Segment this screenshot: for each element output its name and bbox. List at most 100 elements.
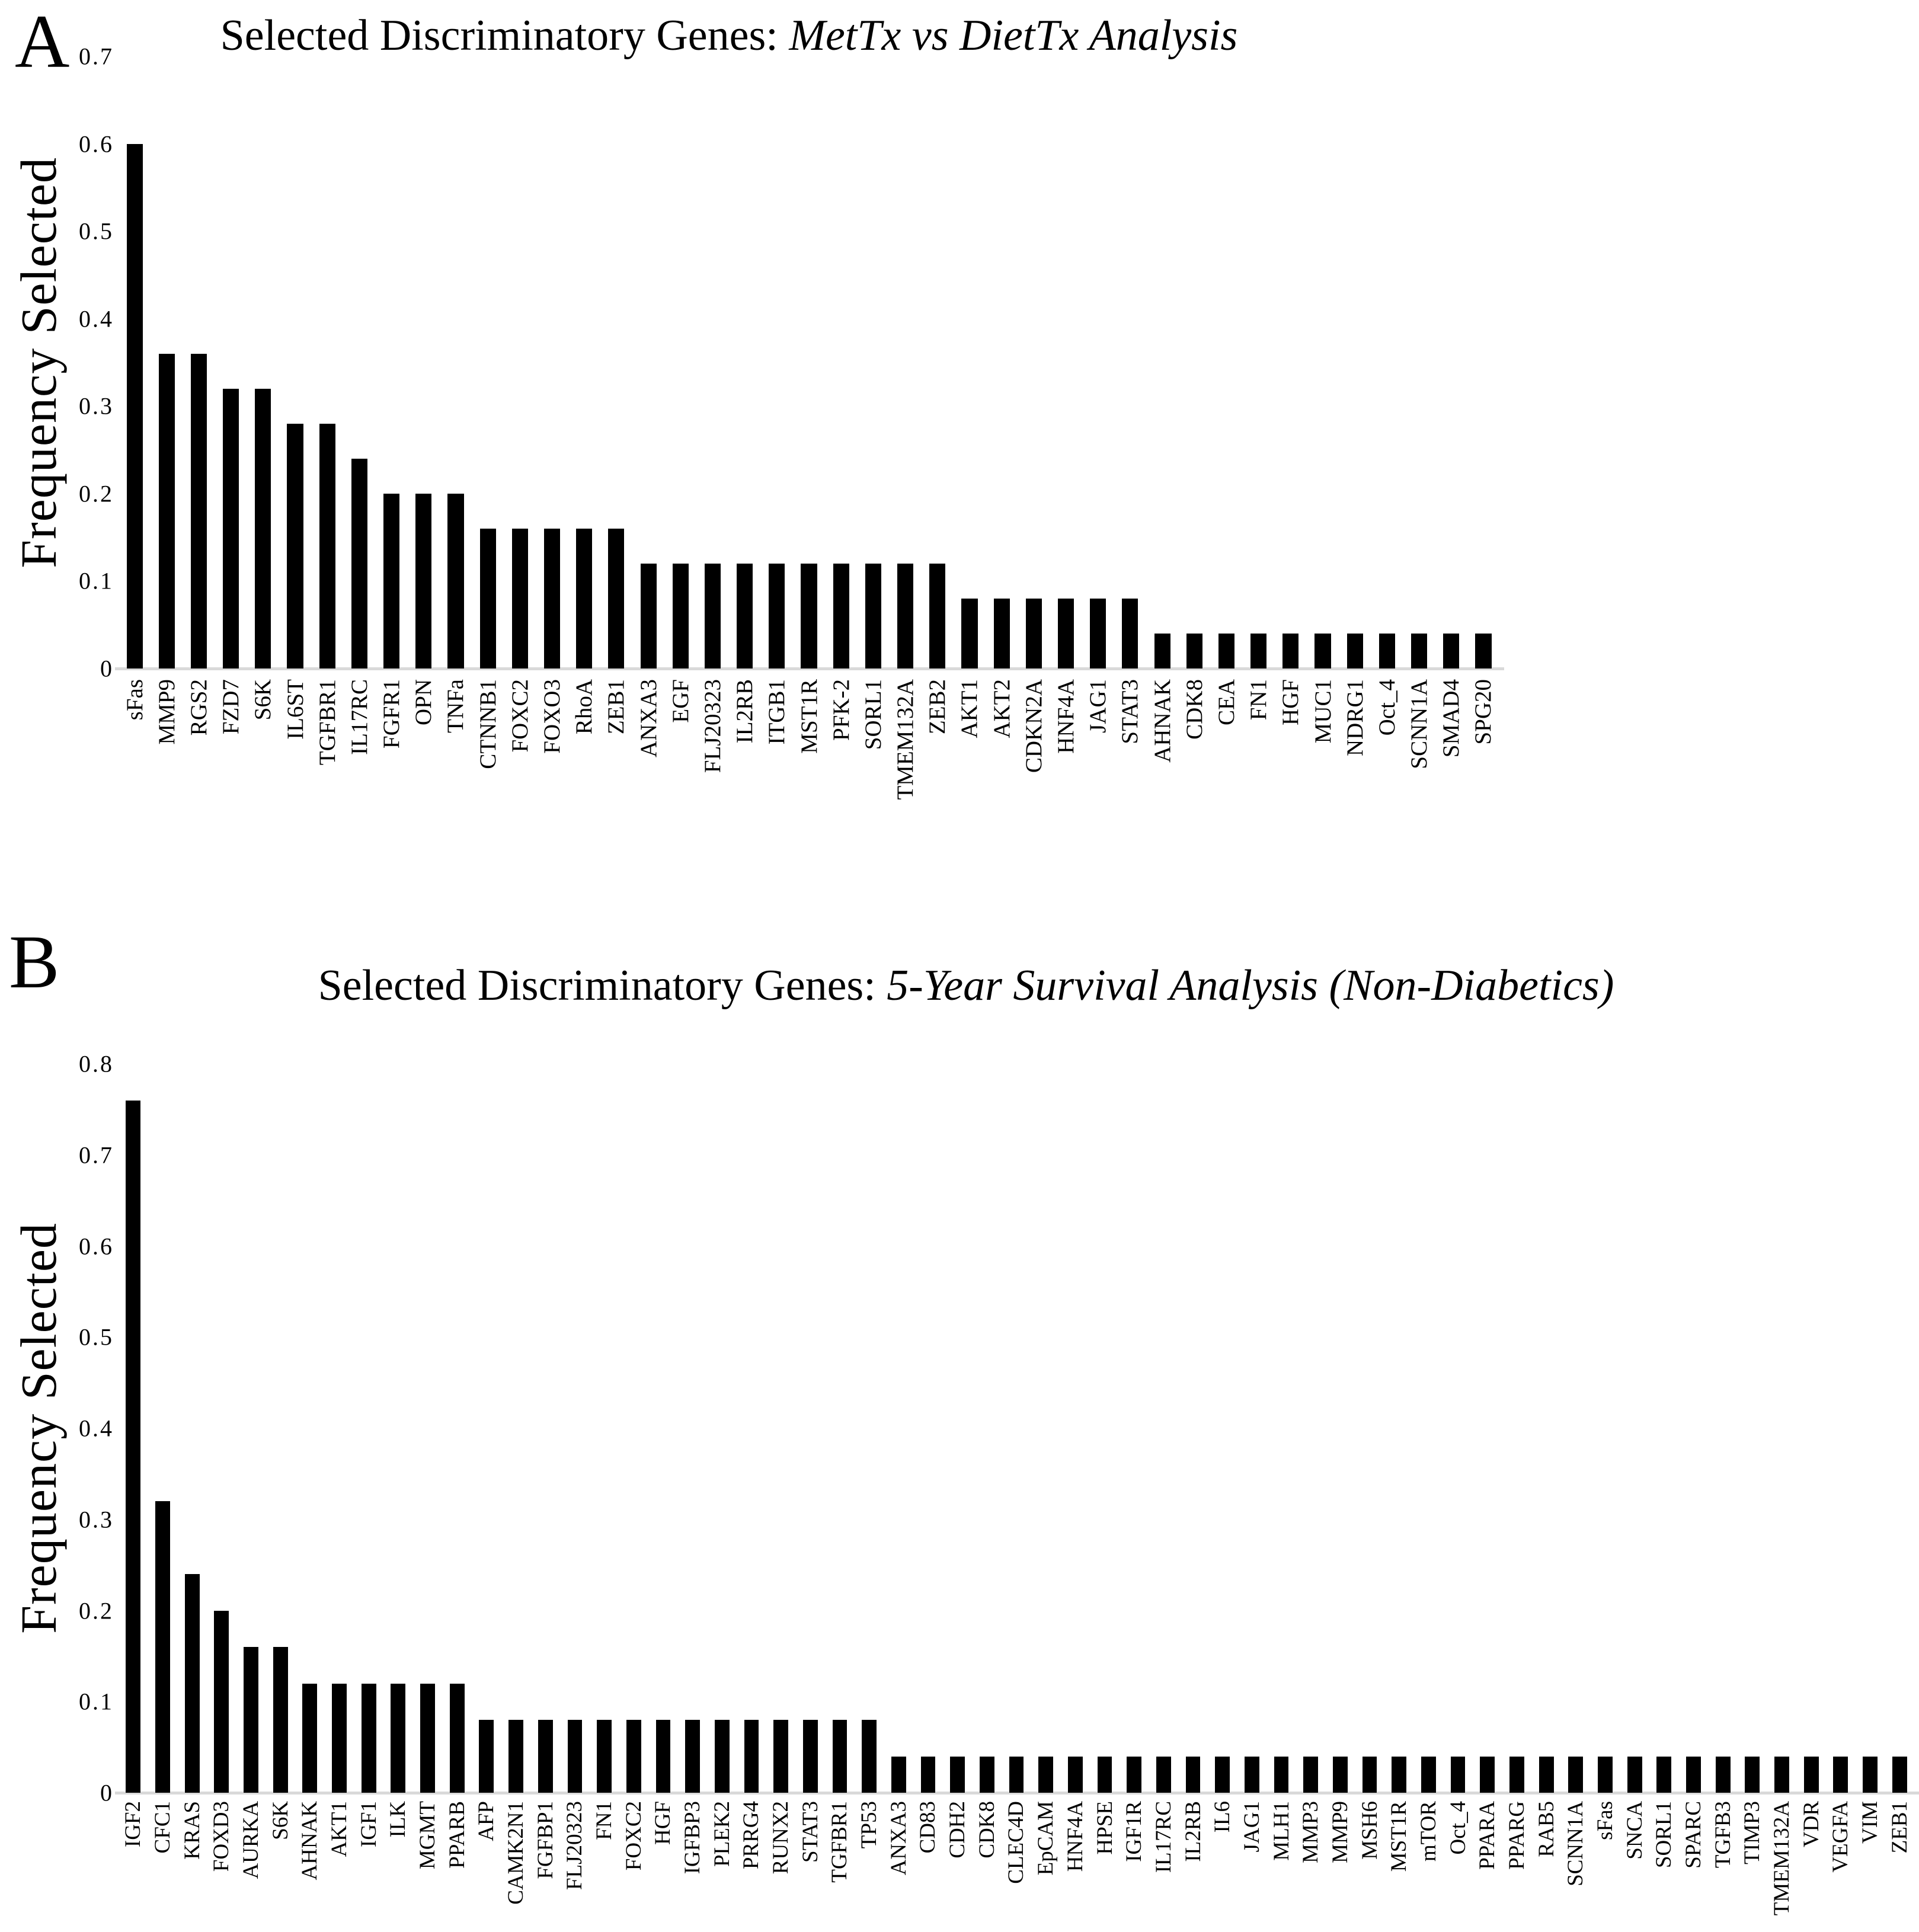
x-category-label: MMP3 [1298, 1801, 1323, 1863]
x-category-label: MST1R [1387, 1801, 1412, 1872]
bar-ANXA3 [891, 1756, 906, 1793]
panel-a-y-axis-label-box: Frequency Selected [0, 56, 77, 668]
x-category-label: AHNAK [298, 1801, 322, 1880]
panel-b-y-axis-label-box: Frequency Selected [0, 1064, 77, 1793]
bar-PPARG [1509, 1756, 1524, 1793]
x-category-label: PPARA [1475, 1801, 1500, 1870]
x-label-cell: ILK [383, 1801, 413, 1928]
bar-IGF1R [1127, 1756, 1142, 1793]
bar-TP53 [862, 1720, 877, 1793]
x-category-label: FGFBP1 [533, 1801, 558, 1879]
bar-TMEM132A [897, 563, 914, 668]
x-label-cell: PPARA [1473, 1801, 1502, 1928]
bar-slot [954, 56, 986, 668]
x-category-label: HNF4A [1053, 679, 1079, 754]
panel-a-y-axis-label: Frequency Selected [10, 156, 67, 568]
bar-slot [1339, 56, 1371, 668]
bar-IGF1 [361, 1683, 376, 1793]
x-label-cell: ANXA3 [884, 1801, 913, 1928]
x-label-cell: IGF1R [1120, 1801, 1149, 1928]
x-category-label: CTNNB1 [475, 679, 501, 769]
x-label-cell: CFC1 [148, 1801, 178, 1928]
x-label-cell: IL6 [1208, 1801, 1237, 1928]
x-category-label: AKT1 [327, 1801, 352, 1857]
x-category-label: RAB5 [1534, 1801, 1559, 1857]
x-category-label: SORL1 [1652, 1801, 1677, 1869]
bar-slot [972, 1064, 1002, 1793]
x-category-label: MST1R [796, 679, 822, 754]
bar-S6K [255, 388, 271, 668]
x-label-cell: PPARB [442, 1801, 472, 1928]
bar-FOXD3 [214, 1610, 229, 1793]
x-label-cell: sFas [119, 679, 151, 875]
bar-slot [1266, 1064, 1296, 1793]
x-label-cell: EGF [664, 679, 696, 875]
panel-a-x-axis-line [115, 667, 1504, 670]
x-label-cell: AURKA [236, 1801, 266, 1928]
bar-slot [825, 56, 857, 668]
bar-CDK8 [1186, 633, 1202, 668]
bar-ITGB1 [769, 563, 785, 668]
bar-AURKA [244, 1647, 258, 1793]
x-label-cell: AHNAK [1146, 679, 1178, 875]
bar-slot [1296, 1064, 1326, 1793]
bar-slot [1796, 1064, 1826, 1793]
y-tick-label: 0.4 [79, 305, 114, 332]
x-label-cell: VDR [1796, 1801, 1826, 1928]
bar-slot [1885, 1064, 1914, 1793]
x-label-cell: MGMT [413, 1801, 443, 1928]
bar-slot [1467, 56, 1499, 668]
x-label-cell: JAG1 [1237, 1801, 1267, 1928]
x-category-label: PPARB [444, 1801, 469, 1869]
x-label-cell: CDH2 [943, 1801, 973, 1928]
x-category-label: ZEB2 [925, 679, 951, 735]
x-category-label: PRRG4 [739, 1801, 764, 1870]
panel-b-letter: B [9, 920, 60, 1004]
x-label-cell: CEA [1210, 679, 1242, 875]
x-label-cell: FOXD3 [207, 1801, 236, 1928]
x-category-label: NDRG1 [1342, 679, 1368, 757]
bar-SORL1 [865, 563, 881, 668]
x-category-label: SPG20 [1470, 679, 1496, 745]
x-label-cell: MMP9 [1326, 1801, 1355, 1928]
bar-slot [325, 1064, 354, 1793]
x-label-cell: KRAS [177, 1801, 207, 1928]
x-label-cell: TNFa [440, 679, 472, 875]
x-label-cell: SORL1 [857, 679, 889, 875]
bar-slot [1120, 1064, 1149, 1793]
bar-slot [1149, 1064, 1179, 1793]
x-category-label: PPARG [1504, 1801, 1529, 1870]
x-category-label: IGFBP3 [680, 1801, 705, 1875]
x-category-label: S6K [268, 1801, 293, 1840]
x-label-cell: S6K [247, 679, 279, 875]
x-label-cell: CLEC4D [1002, 1801, 1031, 1928]
bar-HGF [655, 1720, 671, 1793]
x-category-label: VIM [1857, 1801, 1882, 1844]
x-label-cell: SPG20 [1467, 679, 1499, 875]
bar-IL17RC [351, 458, 367, 668]
bar-FZD7 [223, 388, 239, 668]
x-label-cell: HPSE [1090, 1801, 1120, 1928]
bar-slot [766, 1064, 796, 1793]
bar-IGF2 [126, 1100, 141, 1793]
bar-slot [1146, 56, 1178, 668]
bar-slot [1355, 1064, 1384, 1793]
bar-IL2RB [1185, 1756, 1201, 1793]
bar-slot [215, 56, 247, 668]
x-label-cell: FOXO3 [536, 679, 568, 875]
x-label-cell: IL17RC [1149, 1801, 1179, 1928]
x-category-label: sFas [1592, 1801, 1617, 1840]
x-category-label: TNFa [443, 679, 469, 733]
x-label-cell: HNF4A [1050, 679, 1082, 875]
x-label-cell: AKT1 [954, 679, 986, 875]
x-label-cell: HGF [648, 1801, 678, 1928]
bar-slot [1856, 1064, 1885, 1793]
x-label-cell: FLJ20323 [696, 679, 728, 875]
x-category-label: RhoA [571, 679, 597, 735]
panel-b-title-prefix: Selected Discriminatory Genes: [318, 961, 887, 1010]
x-label-cell: IL2RB [1178, 1801, 1208, 1928]
x-category-label: JAG1 [1239, 1801, 1264, 1853]
x-label-cell: VIM [1856, 1801, 1885, 1928]
panel-b-x-axis-labels: IGF2 CFC1 KRAS FOXD3 AURKA S6K AHNAK AKT1 IGF1 IL… [119, 1801, 1914, 1928]
bar-SPG20 [1475, 633, 1492, 668]
